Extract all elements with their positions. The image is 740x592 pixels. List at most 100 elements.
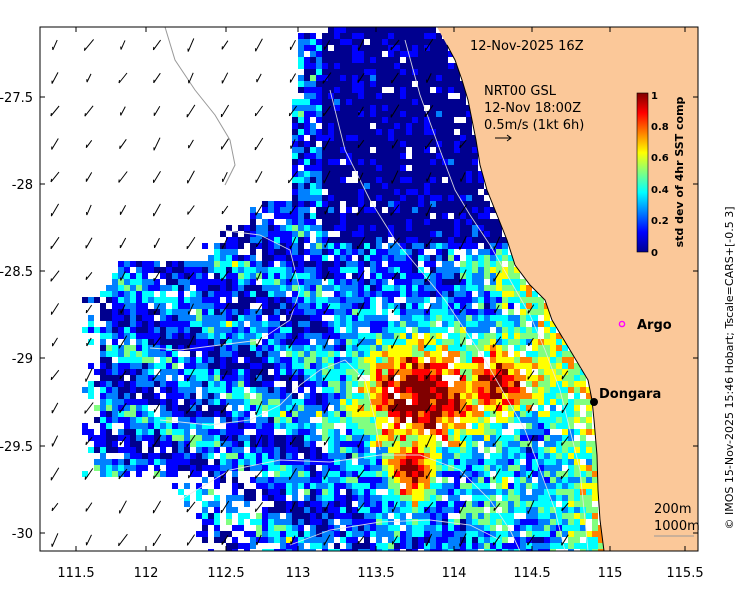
sst-cell xyxy=(370,525,376,531)
sst-cell xyxy=(262,225,268,231)
sst-cell xyxy=(382,105,388,111)
sst-cell xyxy=(250,285,256,291)
sst-cell xyxy=(520,447,526,453)
sst-cell xyxy=(316,357,322,363)
sst-cell xyxy=(460,417,466,423)
sst-cell xyxy=(418,321,424,327)
sst-cell xyxy=(184,303,190,309)
sst-cell xyxy=(322,225,328,231)
sst-cell xyxy=(436,525,442,531)
sst-cell xyxy=(172,453,178,459)
sst-cell xyxy=(550,489,556,495)
sst-cell xyxy=(370,411,376,417)
sst-cell xyxy=(478,471,484,477)
sst-cell xyxy=(556,339,562,345)
sst-cell xyxy=(382,147,388,153)
sst-cell xyxy=(340,177,346,183)
sst-cell xyxy=(304,33,310,39)
sst-cell xyxy=(280,207,286,213)
sst-cell xyxy=(250,537,256,543)
sst-cell xyxy=(334,465,340,471)
sst-cell xyxy=(484,297,490,303)
sst-cell xyxy=(106,357,112,363)
sst-cell xyxy=(214,357,220,363)
sst-cell xyxy=(250,351,256,357)
sst-cell xyxy=(448,549,454,551)
sst-cell xyxy=(250,291,256,297)
sst-cell xyxy=(364,537,370,543)
sst-cell xyxy=(442,87,448,93)
sst-cell xyxy=(484,333,490,339)
sst-cell xyxy=(454,519,460,525)
sst-cell xyxy=(586,387,592,393)
sst-cell xyxy=(232,261,238,267)
sst-cell xyxy=(448,309,454,315)
sst-cell xyxy=(418,309,424,315)
sst-cell xyxy=(526,531,532,537)
sst-cell xyxy=(352,345,358,351)
sst-cell xyxy=(436,249,442,255)
sst-cell xyxy=(262,303,268,309)
sst-cell xyxy=(226,339,232,345)
sst-cell xyxy=(220,459,226,465)
sst-cell xyxy=(244,357,250,363)
sst-cell xyxy=(208,339,214,345)
sst-cell xyxy=(202,327,208,333)
sst-cell xyxy=(256,429,262,435)
sst-cell xyxy=(310,531,316,537)
wind-arrow-icon xyxy=(153,469,161,479)
sst-cell xyxy=(472,339,478,345)
sst-cell xyxy=(394,189,400,195)
sst-cell xyxy=(358,87,364,93)
sst-cell xyxy=(496,363,502,369)
sst-cell xyxy=(502,537,508,543)
sst-cell xyxy=(370,309,376,315)
sst-cell xyxy=(370,393,376,399)
sst-cell xyxy=(400,153,406,159)
sst-cell xyxy=(526,519,532,525)
sst-cell xyxy=(502,255,508,261)
sst-cell xyxy=(316,423,322,429)
sst-cell xyxy=(502,447,508,453)
wind-arrow-icon xyxy=(322,72,332,84)
sst-cell xyxy=(304,393,310,399)
sst-cell xyxy=(304,129,310,135)
sst-cell xyxy=(292,273,298,279)
sst-cell xyxy=(424,165,430,171)
sst-cell xyxy=(418,189,424,195)
sst-cell xyxy=(454,219,460,225)
sst-cell xyxy=(334,177,340,183)
sst-cell xyxy=(94,465,100,471)
sst-cell xyxy=(406,195,412,201)
sst-cell xyxy=(100,345,106,351)
sst-cell xyxy=(250,435,256,441)
sst-cell xyxy=(226,507,232,513)
sst-cell xyxy=(154,363,160,369)
wind-arrow-icon xyxy=(51,138,59,150)
sst-cell xyxy=(376,351,382,357)
wind-arrow-head xyxy=(50,178,53,182)
sst-cell xyxy=(364,507,370,513)
sst-cell xyxy=(418,243,424,249)
sst-cell xyxy=(316,405,322,411)
sst-cell xyxy=(256,513,262,519)
sst-cell xyxy=(442,399,448,405)
sst-cell xyxy=(544,459,550,465)
sst-cell xyxy=(280,489,286,495)
sst-cell xyxy=(424,435,430,441)
sst-cell xyxy=(406,423,412,429)
sst-cell xyxy=(238,423,244,429)
sst-cell xyxy=(352,411,358,417)
sst-cell xyxy=(478,249,484,255)
sst-cell xyxy=(526,339,532,345)
sst-cell xyxy=(544,441,550,447)
sst-cell xyxy=(346,453,352,459)
sst-cell xyxy=(274,339,280,345)
sst-cell xyxy=(514,435,520,441)
sst-cell xyxy=(316,297,322,303)
sst-cell xyxy=(526,525,532,531)
sst-cell xyxy=(466,375,472,381)
sst-cell xyxy=(256,441,262,447)
sst-cell xyxy=(106,351,112,357)
sst-cell xyxy=(310,273,316,279)
